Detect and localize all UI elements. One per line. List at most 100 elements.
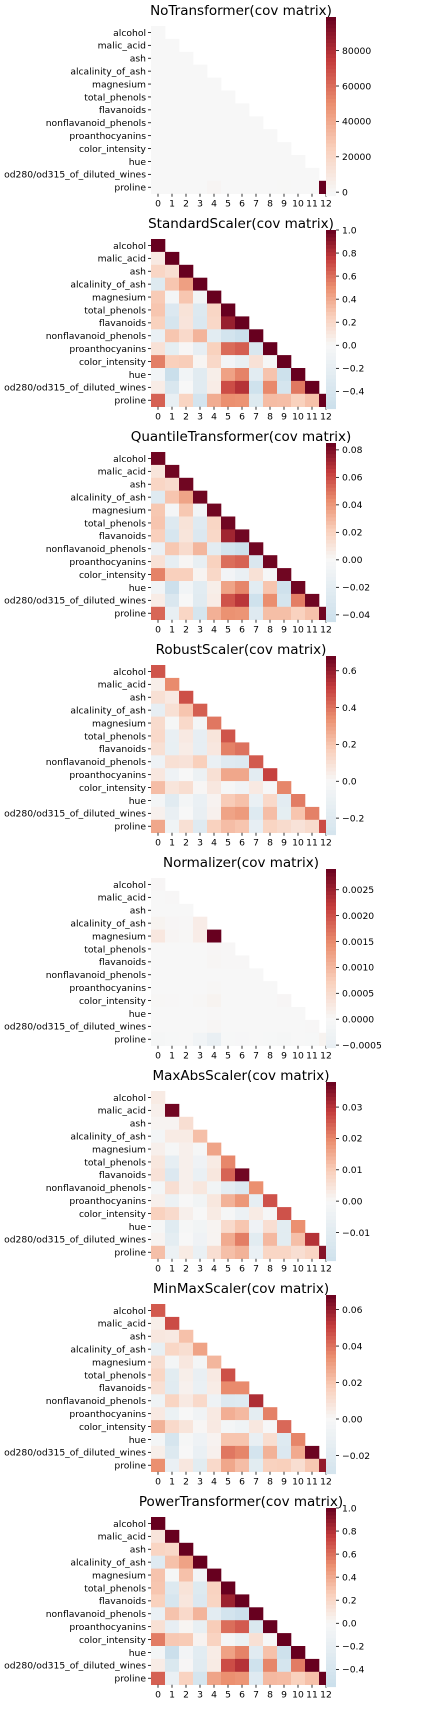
colorbar-segment (326, 704, 336, 709)
colorbar-tick-label: 0.02 (342, 1134, 362, 1145)
heatmap-cell (179, 916, 194, 930)
heatmap-cell (165, 806, 180, 821)
colorbar-tick-label: 0.00 (342, 1196, 363, 1207)
colorbar-segment (326, 110, 336, 115)
heatmap-cell (193, 1568, 208, 1582)
heatmap-cell (249, 167, 264, 182)
heatmap-cell (263, 355, 278, 369)
colorbar-segment (326, 895, 336, 900)
heatmap-cell (193, 380, 208, 395)
heatmap-cell (151, 1032, 166, 1046)
heatmap-cell (277, 568, 292, 582)
colorbar-segment (326, 1298, 336, 1303)
colorbar-segment (326, 1238, 336, 1243)
heatmap-cell (221, 1168, 236, 1182)
heatmap-cell (151, 981, 166, 995)
x-tick-label: 12 (320, 625, 332, 636)
heatmap-cell (179, 1129, 194, 1143)
colorbar-segment (326, 1373, 336, 1378)
colorbar-tick-label: 0.0025 (342, 885, 374, 896)
x-tick-label: 9 (281, 1477, 287, 1488)
colorbar-segment (326, 830, 336, 836)
heatmap-cell (179, 116, 194, 130)
colorbar-segment (326, 311, 336, 317)
x-tick-label: 4 (211, 838, 217, 849)
colorbar-segment (326, 1137, 336, 1142)
colorbar-segment (326, 790, 336, 795)
colorbar-segment (326, 1100, 336, 1105)
colorbar-segment (326, 1093, 336, 1098)
heatmap-cell (235, 581, 250, 595)
heatmap-cell (179, 1220, 194, 1234)
colorbar-tick-label: 0.06 (342, 1305, 363, 1316)
heatmap-cell (207, 593, 222, 608)
heatmap-cell (165, 529, 180, 543)
heatmap-cell (193, 819, 208, 833)
colorbar-segment (326, 76, 336, 81)
heatmap-cell (249, 1019, 264, 1034)
heatmap-cell (193, 794, 208, 808)
colorbar-segment (326, 909, 336, 915)
colorbar-segment (326, 562, 336, 567)
heatmap-cell (235, 1381, 250, 1395)
heatmap-cell (165, 142, 180, 156)
colorbar-segment (326, 1010, 336, 1015)
heatmap-cell (235, 981, 250, 995)
colorbar-segment (326, 349, 336, 354)
heatmap-cell (221, 380, 236, 395)
heatmap-cell (221, 955, 236, 969)
colorbar-segment (326, 1612, 336, 1617)
colorbar-segment (326, 184, 336, 189)
colorbar-segment (326, 356, 336, 361)
y-tick-label: total_phenols (84, 1157, 146, 1168)
colorbar-segment (326, 1219, 336, 1224)
y-tick-label: proline (114, 1674, 146, 1685)
heatmap-cell (291, 393, 306, 407)
heatmap-cell (221, 1207, 236, 1221)
heatmap-cell (165, 516, 180, 530)
heatmap-cell (193, 981, 208, 995)
heatmap-cell (179, 1594, 194, 1608)
colorbar-segment (326, 1126, 336, 1131)
y-tick-label: magnesium (92, 1144, 146, 1155)
x-tick-label: 9 (281, 838, 287, 849)
y-tick-label: ash (130, 1545, 146, 1556)
heatmap-cell (193, 542, 208, 556)
heatmap-cell (151, 665, 166, 679)
x-tick-label: 1 (169, 1690, 175, 1701)
heatmap-cell (221, 1458, 236, 1472)
x-tick-label: 10 (292, 838, 304, 849)
heatmap-cell (263, 1207, 278, 1221)
heatmap-cell (221, 316, 236, 330)
heatmap-cell (193, 968, 208, 982)
colorbar-segment (326, 513, 336, 518)
colorbar-segment (326, 1152, 336, 1157)
heatmap-cell (277, 1633, 292, 1647)
heatmap-cell (291, 1433, 306, 1447)
heatmap-cell (165, 755, 180, 769)
colorbar-segment (326, 1354, 336, 1359)
heatmap-cell (179, 806, 194, 821)
heatmap-cell (249, 180, 264, 194)
heatmap-cell (179, 542, 194, 556)
colorbar-segment (326, 390, 336, 395)
x-tick-label: 11 (306, 199, 318, 210)
colorbar-segment (326, 1656, 336, 1662)
colorbar-segment (326, 191, 336, 197)
heatmap-cell (151, 38, 166, 53)
heatmap-cell (165, 1620, 180, 1634)
heatmap-cell (235, 1458, 250, 1472)
x-tick-label: 3 (197, 838, 203, 849)
heatmap-cell (193, 1420, 208, 1434)
heatmap-cell (165, 1194, 180, 1208)
heatmap-cell (193, 1181, 208, 1195)
heatmap-cell (151, 503, 166, 517)
x-tick-label: 5 (225, 199, 231, 210)
heatmap-cell (263, 1420, 278, 1434)
colorbar-segment (326, 308, 336, 313)
heatmap-cell (235, 568, 250, 582)
colorbar-segment (326, 480, 336, 485)
colorbar-segment (326, 1384, 336, 1389)
heatmap-cell (179, 1032, 194, 1046)
colorbar-tick-label: 0.0020 (342, 911, 374, 922)
